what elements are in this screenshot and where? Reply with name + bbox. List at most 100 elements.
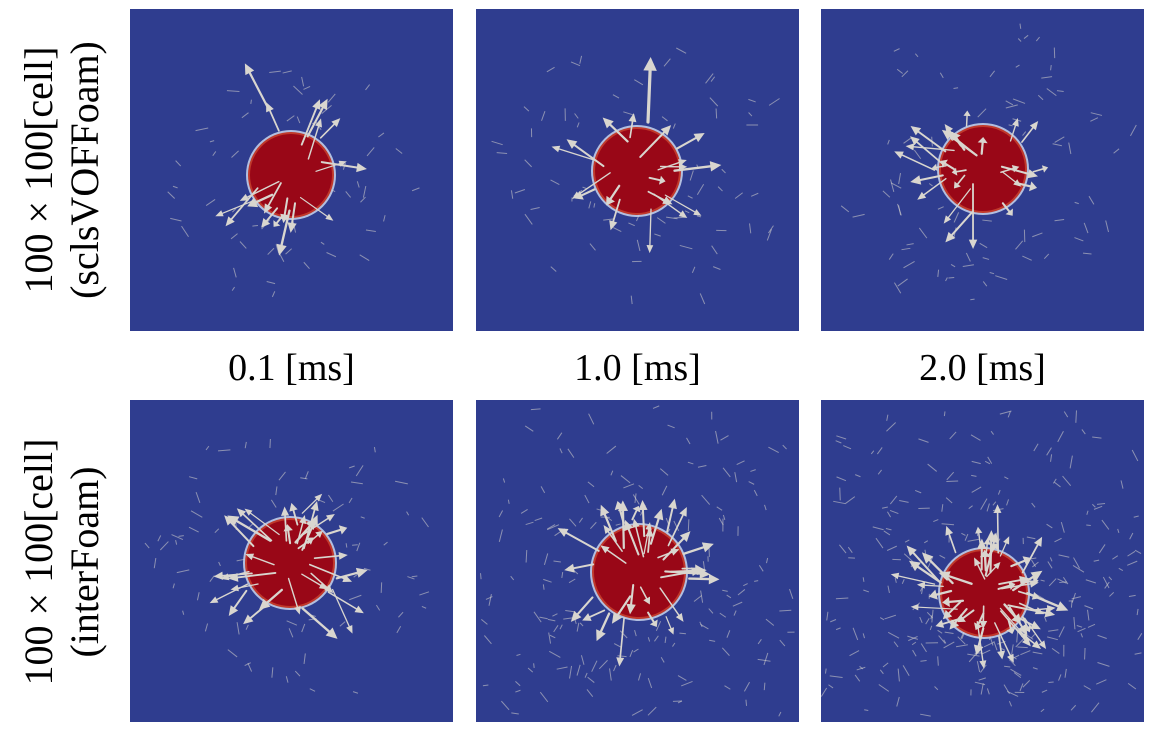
velocity-tick [890,182,902,189]
velocity-tick [908,635,918,642]
velocity-tick [172,185,178,189]
velocity-tick [1007,411,1011,418]
velocity-tick [661,485,668,496]
velocity-tick [1070,704,1077,711]
velocity-tick [1081,429,1086,435]
velocity-tick [195,491,201,503]
velocity-tick [1004,476,1009,480]
arrow-head [1007,653,1014,663]
velocity-tick [1127,560,1138,566]
velocity-tick [950,263,956,268]
velocity-tick [593,203,596,208]
row-label-line1: 100 × 100[cell] [16,46,61,294]
arrow-head [611,612,622,624]
velocity-tick [989,70,996,78]
velocity-arrow [627,528,640,556]
arrow-head [653,508,664,521]
velocity-arrow [662,537,685,561]
velocity-tick [890,179,895,192]
arrow-head [628,113,637,123]
velocity-arrow [917,130,947,153]
velocity-tick [530,206,540,210]
velocity-tick [550,179,560,186]
velocity-arrow [673,165,712,172]
velocity-arrow [619,617,625,659]
velocity-tick [1030,633,1036,639]
velocity-tick [176,569,190,574]
arrow-head [281,506,290,516]
velocity-tick [980,683,984,695]
velocity-tick [355,465,364,477]
velocity-tick [1090,112,1103,116]
row-label-line2: (sclsVOFFoam) [62,41,107,299]
velocity-tick [1019,23,1022,29]
velocity-tick [835,597,849,600]
velocity-tick [1118,567,1124,571]
arrow-head [1022,556,1032,566]
arrow-head [551,145,561,153]
velocity-tick [943,411,946,417]
velocity-tick [539,691,549,703]
velocity-tick [979,242,988,249]
velocity-tick [768,225,774,234]
velocity-arrow [635,526,645,558]
velocity-arrow [664,194,696,213]
arrow-head [708,573,720,585]
velocity-tick [835,440,842,444]
velocity-tick [881,506,888,509]
arrow-head [1038,640,1047,650]
velocity-tick [286,115,295,122]
velocity-tick [178,535,184,537]
velocity-tick [360,196,366,203]
velocity-tick [782,444,787,450]
velocity-tick [709,639,716,642]
velocity-arrow [948,533,957,554]
velocity-tick [167,191,176,199]
velocity-arrow [629,120,634,139]
velocity-arrow [987,546,996,558]
velocity-tick [1070,600,1073,608]
velocity-tick [945,277,948,282]
velocity-arrow [653,193,682,214]
velocity-tick [190,510,203,518]
velocity-tick [1068,142,1072,155]
velocity-tick [1109,591,1115,597]
velocity-tick [568,578,576,584]
velocity-tick [1008,124,1013,127]
velocity-tick [407,576,415,580]
velocity-tick [852,213,865,218]
velocity-arrow [667,514,684,547]
velocity-arrow [936,165,947,169]
velocity-tick [288,628,294,638]
velocity-arrow [576,596,594,616]
velocity-tick [1003,684,1010,694]
velocity-tick [1134,549,1142,554]
velocity-tick [995,275,1008,280]
velocity-tick [552,613,558,617]
velocity-arrow [977,564,986,580]
velocity-tick [631,709,643,716]
velocity-tick [1015,240,1024,250]
velocity-arrow [985,543,988,558]
velocity-tick [918,227,928,239]
velocity-tick [209,140,215,143]
velocity-tick [620,475,631,484]
velocity-arrow [935,589,953,596]
velocity-tick [350,481,363,485]
velocity-tick [919,616,923,624]
velocity-tick [383,215,386,222]
velocity-tick [247,662,253,672]
velocity-arrow [250,512,280,536]
velocity-tick [282,70,292,74]
arrow-head [338,525,348,535]
velocity-tick [854,474,861,478]
velocity-tick [939,554,946,559]
velocity-arrow [335,571,359,580]
velocity-tick [656,217,666,224]
velocity-tick [171,534,184,541]
velocity-tick [588,413,595,425]
arrow-head [572,191,581,199]
velocity-arrow [994,622,1011,657]
velocity-tick [576,122,580,128]
velocity-tick [839,487,841,501]
